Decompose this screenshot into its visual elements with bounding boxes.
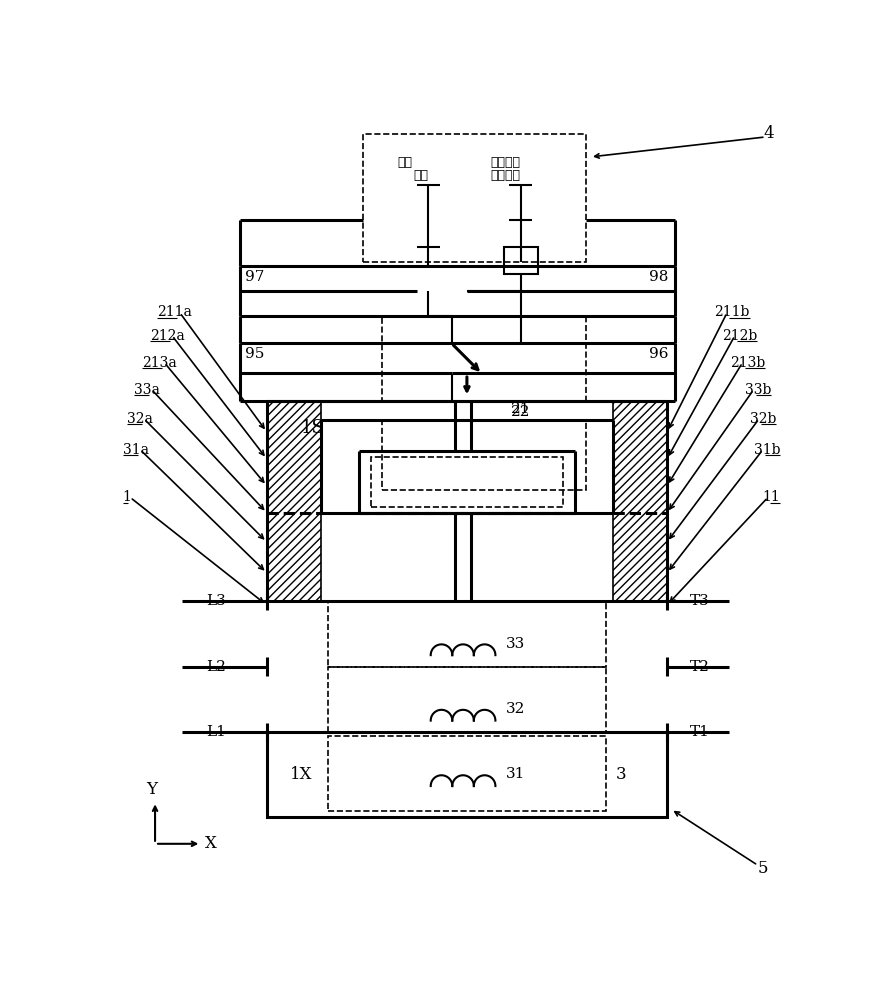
Text: 32b: 32b: [751, 412, 776, 426]
Text: 11: 11: [763, 490, 781, 504]
Text: T3: T3: [690, 594, 710, 608]
Text: 1X: 1X: [290, 766, 313, 783]
Text: 4: 4: [764, 125, 774, 142]
Text: 31b: 31b: [754, 443, 781, 457]
Text: 211a: 211a: [157, 306, 192, 320]
Text: X: X: [205, 835, 217, 852]
Bar: [613, 401, 667, 601]
Text: 31a: 31a: [123, 443, 149, 457]
Text: 33b: 33b: [744, 382, 771, 396]
Bar: [267, 732, 667, 817]
Text: 96: 96: [649, 347, 668, 361]
Bar: [328, 601, 606, 667]
Text: 33: 33: [506, 637, 525, 651]
Bar: [504, 247, 537, 274]
Text: 213b: 213b: [729, 356, 765, 370]
Text: 停止: 停止: [398, 156, 413, 169]
Text: 32a: 32a: [126, 412, 152, 426]
Text: 测试: 测试: [413, 169, 428, 182]
Bar: [370, 457, 563, 507]
Bar: [267, 401, 667, 601]
Text: 212a: 212a: [149, 329, 185, 343]
Text: 31: 31: [506, 768, 525, 782]
Bar: [363, 134, 586, 262]
Text: 1S: 1S: [301, 419, 324, 437]
Bar: [382, 420, 586, 490]
Text: L3: L3: [206, 594, 226, 608]
Bar: [328, 736, 606, 811]
Text: T2: T2: [690, 660, 710, 674]
Text: 95: 95: [245, 347, 264, 361]
Text: 33a: 33a: [134, 382, 160, 396]
Text: 212b: 212b: [722, 329, 758, 343]
Text: 211b: 211b: [714, 306, 750, 320]
Text: L1: L1: [206, 725, 226, 739]
Text: 213a: 213a: [142, 356, 177, 370]
Text: 97: 97: [245, 270, 264, 284]
Text: L2: L2: [206, 660, 226, 674]
Bar: [382, 316, 586, 401]
Text: 32: 32: [506, 702, 525, 716]
Text: 98: 98: [649, 270, 668, 284]
Text: 自动复位: 自动复位: [490, 169, 520, 182]
Text: Y: Y: [146, 781, 156, 798]
Text: 5: 5: [758, 860, 768, 877]
Bar: [267, 401, 321, 601]
Bar: [328, 667, 606, 732]
Text: 1: 1: [123, 490, 132, 504]
Text: 21: 21: [511, 402, 530, 416]
Text: 22: 22: [511, 405, 530, 419]
Text: 手动复位: 手动复位: [490, 156, 520, 169]
Text: T1: T1: [690, 725, 710, 739]
Text: 3: 3: [615, 766, 626, 783]
